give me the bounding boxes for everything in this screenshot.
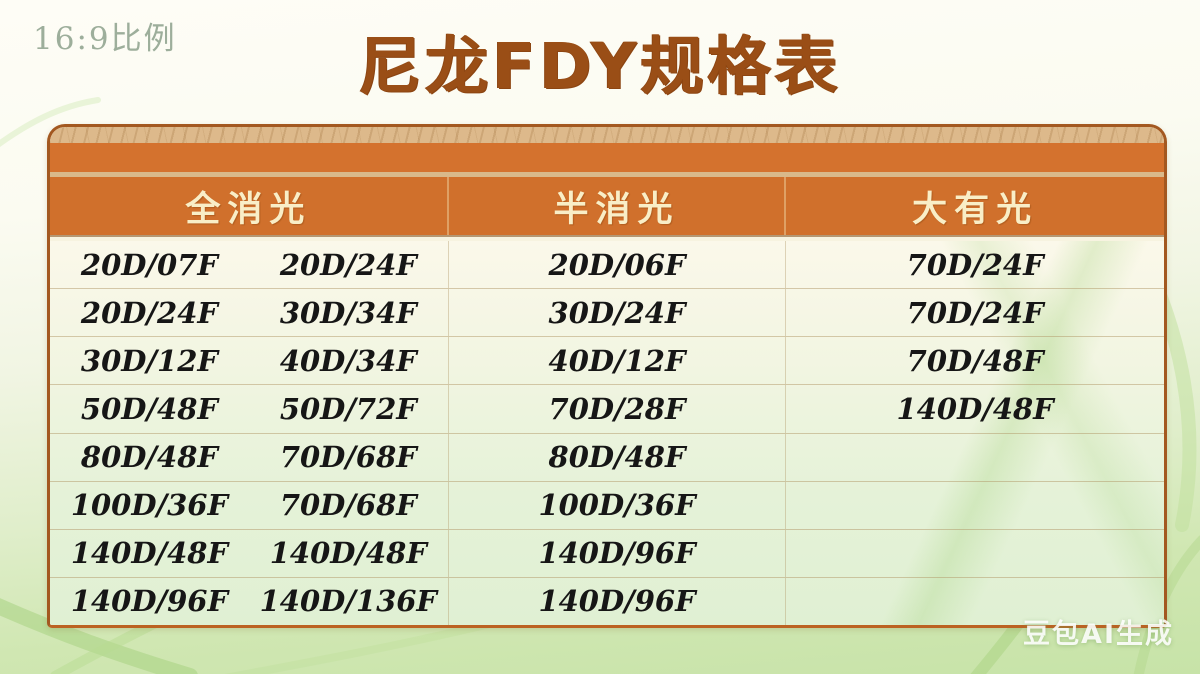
spec-value: 70D/28F — [548, 391, 686, 426]
table-row: 140D/48F 140D/48F 140D/96F — [50, 528, 1164, 577]
cell-full-matte: 50D/48F 50D/72F — [50, 385, 449, 433]
cell-semi-matte: 20D/06F — [449, 241, 787, 289]
spec-value: 140D/96F — [538, 584, 696, 619]
spec-value: 40D/34F — [279, 343, 417, 378]
column-header-semi-matte: 半消光 — [449, 177, 787, 235]
column-header-full-matte: 全消光 — [50, 177, 449, 235]
spec-value: 30D/12F — [80, 343, 218, 378]
cell-bright: 70D/24F — [786, 241, 1164, 288]
spec-value: 70D/24F — [906, 247, 1044, 282]
cell-full-matte: 80D/48F 70D/68F — [50, 433, 449, 481]
spec-value: 100D/36F — [70, 488, 229, 523]
table-row: 80D/48F 70D/68F 80D/48F — [50, 432, 1164, 481]
spec-value: 20D/24F — [80, 295, 218, 330]
spec-value: 80D/48F — [80, 440, 218, 475]
table-row: 30D/12F 40D/34F 40D/12F 70D/48F — [50, 336, 1164, 385]
cell-full-matte: 140D/48F 140D/48F — [50, 529, 449, 577]
spec-value: 50D/48F — [80, 391, 218, 426]
spec-value: 70D/48F — [906, 343, 1044, 378]
header-divider — [50, 235, 1164, 241]
spec-value: 40D/12F — [548, 343, 686, 378]
orange-top-band — [50, 143, 1164, 172]
cell-full-matte: 100D/36F 70D/68F — [50, 481, 449, 529]
aspect-ratio-label: 16:9比例 — [33, 21, 177, 57]
spec-value: 140D/96F — [538, 536, 696, 571]
cell-full-matte: 20D/24F 30D/34F — [50, 289, 449, 337]
band-divider — [50, 172, 1164, 177]
table-body: 20D/07F 20D/24F 20D/06F 70D/24F 20D/24F … — [50, 241, 1164, 625]
spec-value: 30D/24F — [548, 295, 686, 330]
cell-semi-matte: 140D/96F — [449, 529, 787, 577]
cell-bright: 70D/24F — [786, 289, 1164, 336]
page-title: 尼龙FDY规格表 — [358, 30, 842, 103]
table-header-row: 全消光 半消光 大有光 — [50, 177, 1164, 235]
column-header-label: 大有光 — [912, 189, 1039, 230]
cell-full-matte: 140D/96F 140D/136F — [50, 577, 449, 625]
cell-full-matte: 30D/12F 40D/34F — [50, 337, 449, 385]
spec-value: 20D/06F — [548, 247, 686, 282]
spec-value: 140D/48F — [70, 536, 229, 571]
spec-value: 140D/48F — [896, 391, 1054, 426]
table-row: 20D/07F 20D/24F 20D/06F 70D/24F — [50, 241, 1164, 289]
spec-value: 20D/24F — [279, 247, 417, 282]
cell-bright — [786, 482, 1164, 529]
spec-table: 全消光 半消光 大有光 20D/07F 20D/24F 20D/06F 70D/… — [47, 124, 1167, 628]
cell-semi-matte: 40D/12F — [449, 337, 787, 385]
cell-semi-matte: 80D/48F — [449, 433, 787, 481]
cell-semi-matte: 70D/28F — [449, 385, 787, 433]
cell-semi-matte: 30D/24F — [449, 289, 787, 337]
spec-value: 20D/07F — [80, 247, 218, 282]
column-header-bright: 大有光 — [786, 177, 1164, 235]
cell-bright: 70D/48F — [786, 337, 1164, 384]
column-header-label: 全消光 — [185, 189, 312, 230]
table-row: 140D/96F 140D/136F 140D/96F — [50, 576, 1164, 625]
spec-value: 70D/68F — [279, 488, 417, 523]
spec-value: 140D/136F — [259, 584, 438, 619]
column-header-label: 半消光 — [553, 189, 680, 230]
spec-value: 70D/24F — [906, 295, 1044, 330]
table-row: 50D/48F 50D/72F 70D/28F 140D/48F — [50, 384, 1164, 433]
spec-value: 30D/34F — [279, 295, 417, 330]
spec-value: 100D/36F — [538, 488, 696, 523]
table-row: 20D/24F 30D/34F 30D/24F 70D/24F — [50, 288, 1164, 337]
spec-value: 50D/72F — [279, 391, 417, 426]
spec-value: 80D/48F — [548, 440, 686, 475]
ai-watermark: 豆包AI生成 — [1023, 619, 1174, 650]
wood-texture-band — [50, 127, 1164, 143]
spec-value: 140D/96F — [70, 584, 229, 619]
cell-semi-matte: 100D/36F — [449, 481, 787, 529]
cell-full-matte: 20D/07F 20D/24F — [50, 241, 449, 289]
cell-semi-matte: 140D/96F — [449, 577, 787, 625]
cell-bright — [786, 434, 1164, 481]
spec-value: 140D/48F — [269, 536, 427, 571]
table-row: 100D/36F 70D/68F 100D/36F — [50, 480, 1164, 529]
cell-bright: 140D/48F — [786, 385, 1164, 432]
spec-value: 70D/68F — [279, 440, 417, 475]
cell-bright — [786, 530, 1164, 577]
